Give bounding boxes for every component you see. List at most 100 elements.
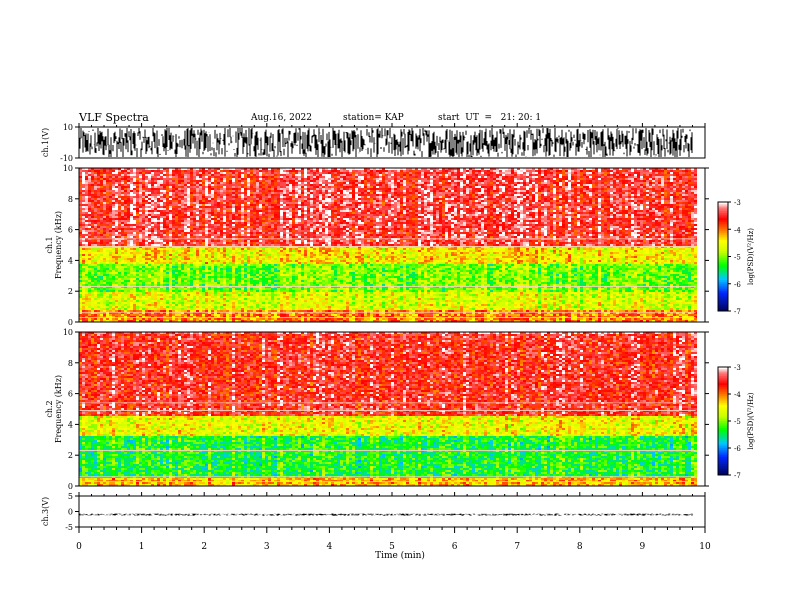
spectrum-cell [94, 170, 97, 172]
spectrum-cell [121, 204, 124, 206]
spectrum-cell [115, 176, 118, 178]
spectrum-cell [121, 276, 124, 278]
spectrum-cell [106, 302, 109, 304]
spectrum-cell [94, 188, 97, 190]
spectrum-cell [97, 210, 100, 212]
spectrum-cell [94, 302, 97, 304]
spectrum-cell [94, 218, 97, 220]
spectrum-cell [85, 288, 88, 290]
spectrum-cell [121, 216, 124, 218]
spectrum-cell [115, 212, 118, 214]
spectrum-cell [100, 184, 103, 186]
spectrum-cell [100, 196, 103, 198]
spectrum-cell [115, 192, 118, 194]
spectrum-cell [97, 282, 100, 284]
spectrum-cell [91, 218, 94, 220]
spectrum-cell [103, 206, 106, 208]
spectrum-cell [88, 262, 91, 264]
spectrum-cell [103, 282, 106, 284]
spectrum-cell [91, 200, 94, 202]
spectrum-cell [112, 280, 115, 282]
spectrum-cell [109, 252, 112, 254]
spectrum-cell [109, 262, 112, 264]
spectrum-cell [97, 284, 100, 286]
spectrum-cell [103, 216, 106, 218]
spectrum-cell [112, 198, 115, 200]
spectrum-cell [112, 180, 115, 182]
spectrum-cell [121, 248, 124, 250]
spectrum-cell [100, 224, 103, 226]
spectrum-cell [118, 272, 121, 274]
spectrum-cell [109, 182, 112, 184]
spectrum-cell [124, 186, 127, 188]
spectrum-cell [91, 268, 94, 270]
spectrum-cell [115, 180, 118, 182]
spectrum-cell [115, 232, 118, 234]
spectrum-cell [115, 264, 118, 266]
spectrum-cell [85, 196, 88, 198]
spectrum-cell [124, 228, 127, 230]
spectrum-cell [97, 202, 100, 204]
spectrum-cell [100, 198, 103, 200]
spectrum-cell [121, 182, 124, 184]
spectrum-cell [88, 306, 91, 308]
spectrum-cell [88, 216, 91, 218]
spectrum-cell [109, 186, 112, 188]
spectrum-cell [82, 232, 85, 234]
spectrum-cell [112, 302, 115, 304]
spectrum-cell [94, 210, 97, 212]
spectrum-cell [103, 272, 106, 274]
spectrum-cell [106, 276, 109, 278]
spectrum-cell [124, 196, 127, 198]
spectrum-cell [118, 208, 121, 210]
spectrum-cell [106, 206, 109, 208]
spectrum-cell [97, 188, 100, 190]
spectrum-cell [127, 170, 130, 172]
spectrum-cell [103, 270, 106, 272]
spectrum-cell [115, 308, 118, 310]
spectrum-cell [106, 184, 109, 186]
spectrum-cell [109, 276, 112, 278]
spectrum-cell [97, 292, 100, 294]
spectrum-cell [106, 240, 109, 242]
spectrum-cell [124, 288, 127, 290]
spectrum-cell [88, 254, 91, 256]
spectrum-cell [85, 300, 88, 302]
spectrum-cell [112, 186, 115, 188]
spectrum-cell [106, 318, 109, 320]
spectrum-cell [91, 206, 94, 208]
spectrum-cell [91, 256, 94, 258]
spectrum-cell [103, 242, 106, 244]
spectrum-cell [103, 302, 106, 304]
spectrum-cell [97, 242, 100, 244]
spectrum-cell [121, 244, 124, 246]
spectrum-cell [100, 234, 103, 236]
spectrum-cell [124, 172, 127, 174]
spectrum-cell [82, 172, 85, 174]
spectrum-cell [118, 260, 121, 262]
spectrum-cell [127, 234, 130, 236]
spectrum-cell [103, 252, 106, 254]
spectrum-cell [100, 172, 103, 174]
spectrum-cell [127, 248, 130, 250]
spectrum-cell [124, 268, 127, 270]
spectrum-cell [88, 302, 91, 304]
spectrum-cell [94, 310, 97, 312]
spectrum-cell [118, 258, 121, 260]
spectrum-cell [118, 186, 121, 188]
spectrum-cell [127, 244, 130, 246]
spectrum-cell [85, 270, 88, 272]
spectrum-cell [115, 190, 118, 192]
spectrum-cell [85, 220, 88, 222]
spectrum-cell [112, 222, 115, 224]
spectrum-cell [118, 204, 121, 206]
spectrum-cell [109, 296, 112, 298]
spectrum-cell [94, 278, 97, 280]
spectrum-cell [124, 298, 127, 300]
spectrum-cell [88, 184, 91, 186]
spectrum-cell [106, 298, 109, 300]
spectrum-cell [109, 184, 112, 186]
spectrum-cell [88, 224, 91, 226]
spectrum-cell [112, 248, 115, 250]
spectrum-cell [91, 194, 94, 196]
